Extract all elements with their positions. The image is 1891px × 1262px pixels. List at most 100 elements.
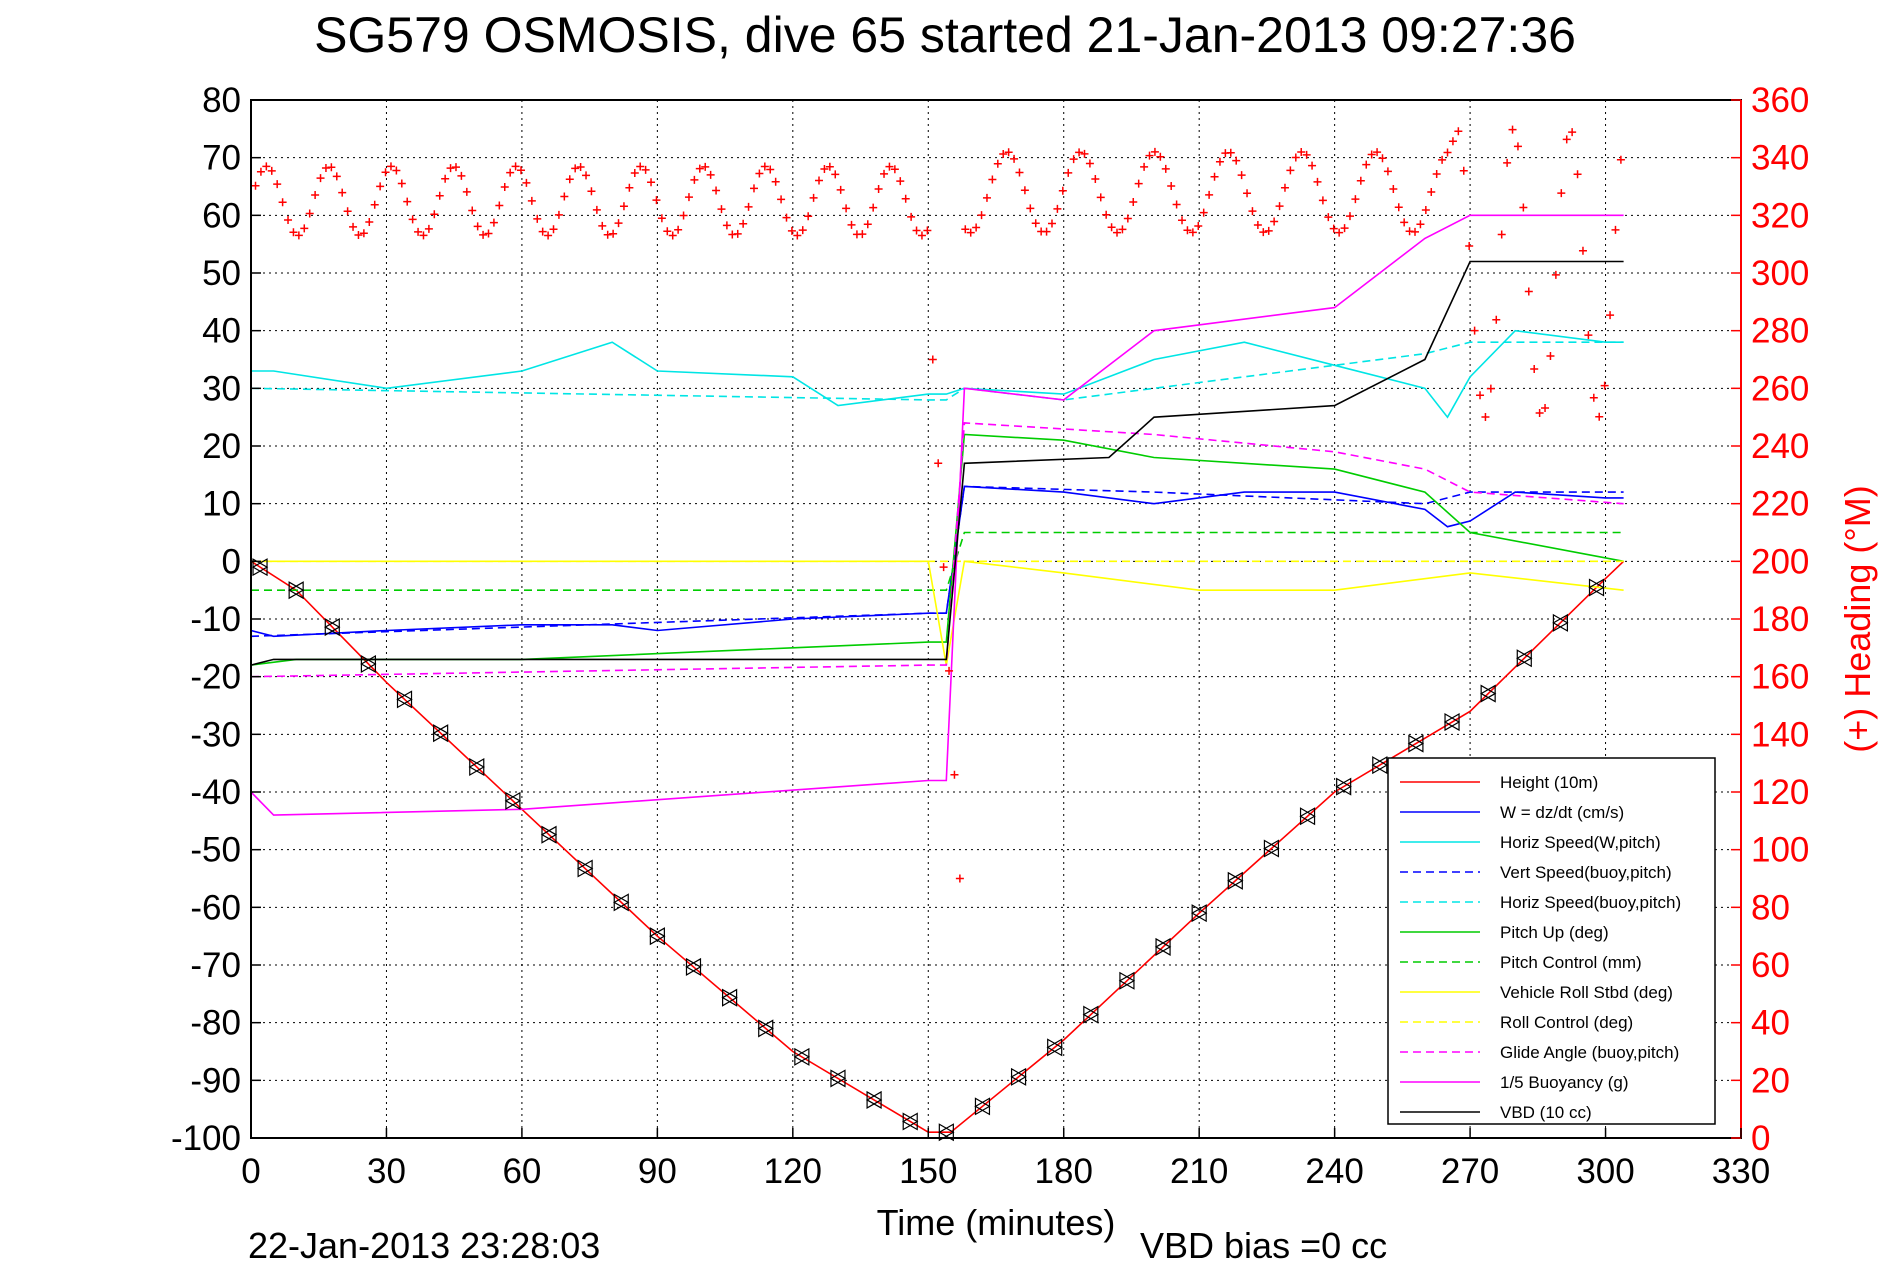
- x-axis: 0 30 60 90 120 150 180 210 240 270 300 330: [241, 1128, 1770, 1191]
- heading-point: [1373, 148, 1382, 157]
- series-line: [250, 485, 1624, 638]
- heading-point: [1123, 214, 1132, 223]
- heading-point: [1443, 148, 1452, 157]
- y-tick-label: -80: [190, 1004, 241, 1043]
- heading-point: [722, 221, 731, 230]
- heading-point: [1513, 142, 1522, 151]
- heading-point: [1616, 155, 1625, 164]
- grid: [251, 100, 1741, 1138]
- heading-point: [988, 175, 997, 184]
- heading-point: [1118, 225, 1127, 234]
- heading-point: [424, 224, 433, 233]
- heading-point: [625, 183, 634, 192]
- heading-point: [256, 167, 265, 176]
- y-right-tick-label: 300: [1751, 254, 1809, 293]
- heading-point: [1069, 155, 1078, 164]
- heading-point: [294, 231, 303, 240]
- y-right-tick-label: 320: [1751, 196, 1809, 235]
- heading-point: [1199, 208, 1208, 217]
- heading-point: [717, 205, 726, 214]
- heading-point: [896, 177, 905, 186]
- heading-point: [647, 178, 656, 187]
- heading-point: [831, 170, 840, 179]
- x-tick-label: 180: [1035, 1152, 1093, 1191]
- legend-label: Horiz Speed(W,pitch): [1500, 833, 1661, 852]
- heading-point: [1178, 216, 1187, 225]
- heading-point: [359, 229, 368, 238]
- heading-point: [484, 229, 493, 238]
- legend-label: Pitch Control (mm): [1500, 953, 1642, 972]
- y-tick-label: 40: [202, 312, 241, 351]
- depth-marker: [685, 957, 702, 976]
- depth-marker: [938, 1123, 954, 1142]
- heading-point: [1270, 217, 1279, 226]
- y-right-tick-label: 140: [1751, 715, 1809, 754]
- heading-point: [966, 228, 975, 237]
- y-tick-label: -100: [171, 1119, 241, 1158]
- x-tick-label: 90: [638, 1152, 677, 1191]
- heading-point: [755, 169, 764, 178]
- heading-point: [1058, 186, 1067, 195]
- heading-point: [1470, 326, 1479, 335]
- heading-point: [1080, 149, 1089, 158]
- y-tick-label: 50: [202, 254, 241, 293]
- y-tick-label: -40: [190, 773, 241, 812]
- y-right-tick-label: 160: [1751, 658, 1809, 697]
- heading-point: [663, 227, 672, 236]
- heading-point: [679, 211, 688, 220]
- heading-point: [1020, 186, 1029, 195]
- heading-point: [1394, 203, 1403, 212]
- depth-marker: [1154, 937, 1171, 956]
- heading-point: [462, 187, 471, 196]
- heading-point: [1280, 183, 1289, 192]
- depth-marker: [432, 724, 449, 743]
- heading-point: [863, 220, 872, 229]
- y-right-tick-label: 40: [1751, 1004, 1790, 1043]
- heading-point: [1226, 148, 1235, 157]
- heading-point: [690, 175, 699, 184]
- y-right-tick-label: 220: [1751, 485, 1809, 524]
- heading-point: [1107, 223, 1116, 232]
- heading-point: [977, 211, 986, 220]
- y-tick-label: -20: [190, 658, 241, 697]
- heading-point: [1416, 220, 1425, 229]
- heading-point: [1188, 228, 1197, 237]
- x-tick-label: 210: [1170, 1152, 1228, 1191]
- y-tick-label: -10: [190, 600, 241, 639]
- legend-label: Vehicle Roll Stbd (deg): [1500, 983, 1673, 1002]
- depth-marker: [829, 1069, 846, 1088]
- heading-point: [739, 219, 748, 228]
- depth-marker: [324, 618, 340, 637]
- heading-point: [1085, 159, 1094, 168]
- legend-label: Height (10m): [1500, 773, 1598, 792]
- heading-series: [251, 125, 1625, 883]
- x-tick-label: 60: [502, 1152, 541, 1191]
- heading-point: [1134, 179, 1143, 188]
- depth-marker: [1588, 578, 1605, 597]
- heading-point: [1606, 311, 1615, 320]
- depth-marker: [1118, 971, 1135, 990]
- heading-point: [1232, 156, 1241, 165]
- heading-point: [1557, 189, 1566, 198]
- y-tick-label: 80: [202, 81, 241, 120]
- heading-point: [684, 193, 693, 202]
- series-line: [250, 485, 1624, 638]
- heading-point: [517, 166, 526, 175]
- heading-point: [305, 209, 314, 218]
- heading-point: [522, 178, 531, 187]
- legend-label: 1/5 Buoyancy (g): [1500, 1073, 1629, 1092]
- y-tick-label: -90: [190, 1061, 241, 1100]
- heading-point: [1421, 205, 1430, 214]
- heading-point: [923, 226, 932, 235]
- heading-point: [1129, 198, 1138, 207]
- heading-point: [284, 216, 293, 225]
- heading-point: [403, 197, 412, 206]
- heading-point: [749, 184, 758, 193]
- heading-point: [1291, 153, 1300, 162]
- heading-point: [1389, 184, 1398, 193]
- heading-point: [560, 192, 569, 201]
- heading-point: [657, 214, 666, 223]
- y-right-tick-label: 20: [1751, 1061, 1790, 1100]
- depth-marker: [1299, 807, 1316, 826]
